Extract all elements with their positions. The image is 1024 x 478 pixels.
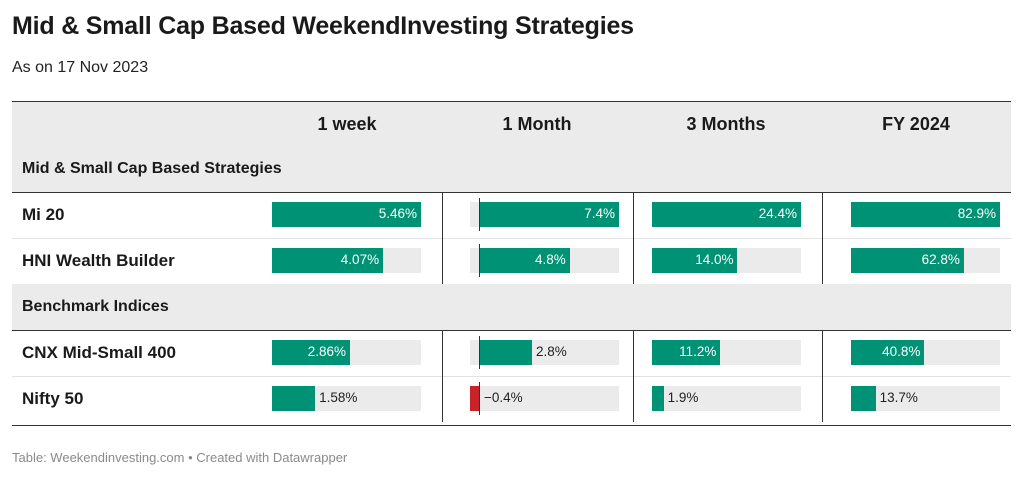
column-divider: [633, 192, 634, 284]
column-header: 1 week: [317, 114, 377, 134]
bar-track: 40.8%: [851, 340, 1000, 365]
column-header: FY 2024: [882, 114, 950, 134]
bar-track: 82.9%: [851, 202, 1000, 227]
value-label: 4.07%: [340, 252, 380, 267]
bar-positive: [851, 248, 964, 273]
bar-track: 2.86%: [272, 340, 421, 365]
row-label: CNX Mid-Small 400: [22, 343, 176, 362]
value-label: 1.9%: [667, 390, 699, 405]
value-label: 2.86%: [307, 344, 347, 359]
column-divider: [442, 192, 443, 284]
value-label: 14.0%: [695, 252, 734, 267]
bar-track: 24.4%: [652, 202, 801, 227]
bar-track: 62.8%: [851, 248, 1000, 273]
value-label: 1.58%: [319, 390, 358, 405]
value-label: 82.9%: [957, 206, 996, 221]
footer-credit: Table: Weekendinvesting.com • Created wi…: [12, 450, 348, 465]
value-label: 7.4%: [584, 206, 615, 221]
chart-subtitle: As on 17 Nov 2023: [12, 59, 149, 76]
column-divider: [822, 192, 823, 284]
bar-positive: [652, 340, 721, 365]
bar-track: 1.58%: [272, 386, 421, 411]
bar-positive: [272, 386, 316, 411]
value-label: 2.8%: [535, 344, 567, 359]
row-label: Nifty 50: [22, 389, 84, 408]
bar-positive: [479, 248, 570, 273]
chart-title: Mid & Small Cap Based WeekendInvesting S…: [12, 12, 634, 40]
table-row: Nifty 50 1.58% −0.4% 1.9% 13.7%: [12, 376, 1011, 422]
bar-positive: [479, 202, 619, 227]
bar-track: 7.4%: [470, 198, 619, 231]
bar-track: 4.8%: [470, 244, 619, 277]
column-header: 1 Month: [502, 114, 572, 134]
bar-track: 11.2%: [652, 340, 801, 365]
zero-line: [479, 198, 480, 231]
bar-positive: [272, 248, 384, 273]
bar-positive: [652, 386, 664, 411]
bar-track: 13.7%: [851, 386, 1000, 411]
column-header: 3 Months: [686, 114, 766, 134]
zero-line: [479, 336, 480, 369]
value-label: 13.7%: [879, 390, 918, 405]
zero-line: [479, 244, 480, 277]
bar-positive: [272, 340, 351, 365]
value-label: 5.46%: [378, 206, 417, 221]
table-row: Mi 20 5.46% 7.4% 24.4% 82.9%: [12, 192, 1011, 238]
bar-track: −0.4%: [470, 382, 619, 415]
value-label: −0.4%: [484, 390, 523, 405]
table-row: CNX Mid-Small 400 2.86% 2.8% 11.2% 40.8%: [12, 330, 1011, 376]
value-label: 4.8%: [535, 252, 566, 267]
bar-track: 2.8%: [470, 336, 619, 369]
bar-track: 4.07%: [272, 248, 421, 273]
group-label: Benchmark Indices: [22, 298, 169, 315]
bar-positive: [272, 202, 421, 227]
bar-positive: [851, 340, 925, 365]
group-label: Mid & Small Cap Based Strategies: [22, 160, 282, 177]
column-divider: [633, 330, 634, 422]
table-header: 1 week 1 Month 3 Months FY 2024: [12, 102, 1011, 147]
row-divider: [12, 376, 1011, 377]
value-label: 11.2%: [679, 344, 717, 359]
bar-track: 5.46%: [272, 202, 421, 227]
bar-positive: [652, 202, 801, 227]
value-label: 24.4%: [758, 206, 797, 221]
column-divider: [442, 330, 443, 422]
bar-track: 1.9%: [652, 386, 801, 411]
column-divider: [822, 330, 823, 422]
bar-positive: [851, 202, 1000, 227]
zero-line: [479, 382, 480, 415]
bar-positive: [851, 386, 876, 411]
group-header: Mid & Small Cap Based Strategies: [12, 146, 1011, 193]
bar-positive: [652, 248, 738, 273]
group-header: Benchmark Indices: [12, 284, 1011, 331]
performance-table: 1 week 1 Month 3 Months FY 2024 Mid & Small…: [12, 101, 1011, 426]
row-label: Mi 20: [22, 205, 65, 224]
bar-negative: [470, 386, 479, 411]
bar-positive: [479, 340, 532, 365]
table-row: HNI Wealth Builder 4.07% 4.8% 14.0% 62.8%: [12, 238, 1011, 284]
value-label: 40.8%: [882, 344, 921, 359]
row-divider: [12, 238, 1011, 239]
value-label: 62.8%: [921, 252, 960, 267]
row-label: HNI Wealth Builder: [22, 251, 175, 270]
bar-track: 14.0%: [652, 248, 801, 273]
